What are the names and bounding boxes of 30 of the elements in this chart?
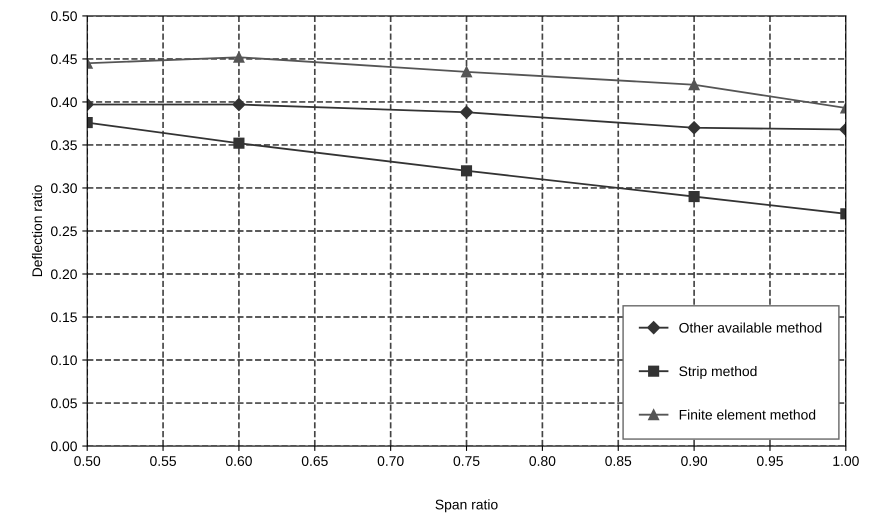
y-tick-label: 0.45: [50, 54, 77, 64]
x-tick-label: 0.95: [757, 456, 783, 466]
x-tick-label: 0.90: [681, 456, 708, 466]
y-tick-label: 0.25: [50, 226, 77, 236]
y-tick-label: 0.30: [50, 183, 77, 194]
y-tick-label: 0.20: [50, 269, 77, 280]
x-tick-label: 1.00: [833, 456, 859, 466]
x-tick-label: 0.85: [605, 456, 632, 466]
y-tick-label: 0.05: [50, 398, 77, 408]
x-tick-label: 0.75: [454, 456, 480, 466]
x-tick-label: 0.60: [226, 456, 252, 466]
x-tick-label: 0.80: [529, 456, 556, 466]
point: [460, 165, 472, 176]
x-tick-label: 0.50: [74, 456, 100, 466]
point: [460, 106, 474, 119]
x-axis-title: Span ratio: [435, 499, 498, 512]
legend-label: Finite element method: [680, 409, 816, 420]
legend-label: Strip method: [679, 366, 756, 379]
y-tick-label: 0.10: [50, 355, 77, 366]
y-tick-label: 0.35: [50, 140, 77, 150]
y-tick-label: 0.15: [50, 312, 77, 322]
y-tick-label: 0.00: [50, 441, 77, 452]
point: [460, 66, 472, 78]
x-tick-label: 0.55: [150, 456, 176, 466]
legend-label: Other available method: [679, 322, 822, 333]
y-axis-title: Deflection ratio: [32, 185, 42, 276]
y-tick-label: 0.40: [50, 97, 77, 108]
y-tick-label: 0.50: [50, 11, 77, 22]
x-tick-label: 0.65: [302, 456, 328, 466]
x-tick-label: 0.70: [378, 456, 404, 466]
